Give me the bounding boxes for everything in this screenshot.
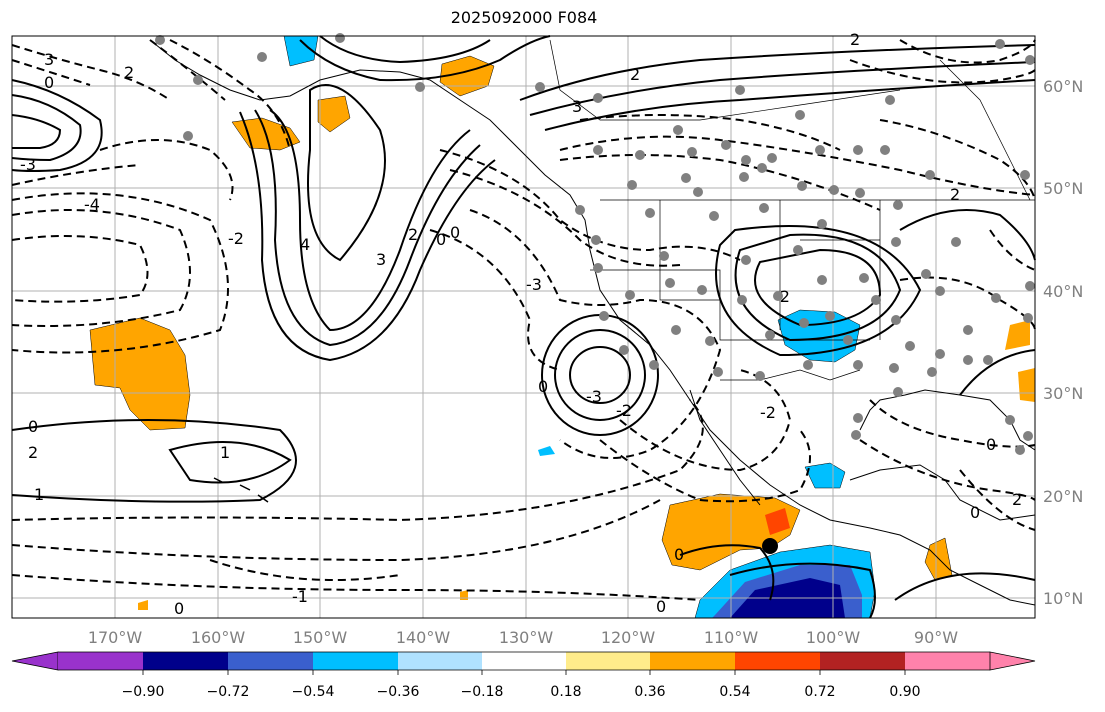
contour-label: 0 <box>28 417 38 436</box>
contour-label: -3 <box>526 275 542 294</box>
contour-label: 2 <box>950 185 960 204</box>
colorbar-tick-label: 0.72 <box>804 684 835 700</box>
contour-label: -2 <box>228 229 244 248</box>
negative-shading <box>538 446 555 456</box>
colorbar-tick-label: 0.54 <box>719 684 750 700</box>
contour-label: 3 <box>376 250 386 269</box>
longitude-labels: 170°W 160°W 150°W 140°W 130°W 120°W 110°… <box>88 628 958 647</box>
latitude-labels: 60°N 50°N 40°N 30°N 20°N 10°N <box>1043 77 1083 608</box>
contour-label: 2 <box>850 30 860 49</box>
contour-label: -2 <box>760 403 776 422</box>
lon-label: 150°W <box>293 628 348 647</box>
contour-label: -1 <box>292 587 308 606</box>
colorbar-tick-label: −0.90 <box>122 684 165 700</box>
negative-shading <box>804 462 846 489</box>
contour-label: 2 <box>408 225 418 244</box>
contour-label: 3 <box>44 50 54 69</box>
contour-label: -2 <box>616 401 632 420</box>
lat-label: 60°N <box>1043 77 1083 96</box>
colorbar-extend-max <box>989 651 1036 671</box>
contour-label: 0 <box>986 435 996 454</box>
colorbar-tick-label: −0.18 <box>461 684 504 700</box>
lat-label: 30°N <box>1043 384 1083 403</box>
colorbar-tick-label: 0.18 <box>550 684 581 700</box>
positive-shading <box>317 95 351 133</box>
positive-shading <box>1005 320 1030 350</box>
colorbar-tick-label: −0.72 <box>207 684 250 700</box>
lon-label: 170°W <box>88 628 143 647</box>
colorbar-tick-label: 0.36 <box>634 684 665 700</box>
colorbar: −0.90 −0.72 −0.54 −0.36 −0.18 0.18 0.36 … <box>11 651 1036 700</box>
contour-label: -4 <box>84 195 100 214</box>
contour-label: 1 <box>34 485 44 504</box>
lon-label: 110°W <box>704 628 759 647</box>
storm-center-marker <box>762 538 778 554</box>
contour-label: 2 <box>124 63 134 82</box>
lat-label: 20°N <box>1043 487 1083 506</box>
contour-label: 0 <box>538 377 548 396</box>
lat-label: 50°N <box>1043 179 1083 198</box>
map-title: 2025092000 F084 <box>450 8 598 27</box>
positive-shading <box>1018 368 1035 402</box>
colorbar-extend-min <box>11 651 59 671</box>
positive-shading <box>765 508 790 535</box>
contour-label: 2 <box>1012 490 1022 509</box>
colorbar-tick-label: −0.54 <box>292 684 335 700</box>
lon-label: 100°W <box>806 628 861 647</box>
map-frame <box>11 35 1036 619</box>
station-markers <box>155 33 1035 455</box>
positive-shading <box>138 600 148 610</box>
contour-label: 2 <box>28 443 38 462</box>
lat-label: 10°N <box>1043 589 1083 608</box>
contour-label: 3 <box>572 97 582 116</box>
lon-label: 160°W <box>191 628 246 647</box>
contour-label: -3 <box>586 387 602 406</box>
colorbar-tick-label: 0.90 <box>889 684 920 700</box>
lon-label: 140°W <box>396 628 451 647</box>
contour-label: 0 <box>174 599 184 618</box>
lon-label: 130°W <box>499 628 554 647</box>
contour-label: 0 <box>656 597 666 616</box>
contour-label: 4 <box>300 235 310 254</box>
contour-label: 0 <box>970 503 980 522</box>
lat-label: 40°N <box>1043 282 1083 301</box>
contour-label: 0 <box>44 73 54 92</box>
lon-label: 90°W <box>914 628 958 647</box>
contour-label: 0 <box>674 545 684 564</box>
contour-label: 0 <box>450 223 460 242</box>
colorbar-tick-label: −0.36 <box>377 684 420 700</box>
contour-label: 1 <box>220 443 230 462</box>
lon-label: 120°W <box>601 628 656 647</box>
contour-label: -3 <box>20 155 36 174</box>
contour-label: 2 <box>630 65 640 84</box>
contour-label: 0 <box>436 230 446 249</box>
